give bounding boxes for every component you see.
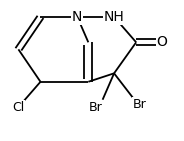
Text: O: O xyxy=(156,35,167,49)
Text: Cl: Cl xyxy=(12,101,24,114)
Text: Br: Br xyxy=(133,98,147,111)
Text: NH: NH xyxy=(104,10,124,24)
Text: N: N xyxy=(72,10,82,24)
Text: Br: Br xyxy=(89,101,102,114)
